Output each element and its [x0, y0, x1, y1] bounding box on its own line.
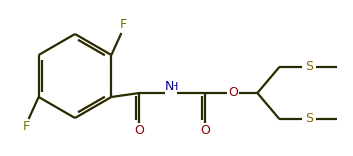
Text: S: S [305, 112, 313, 124]
Text: O: O [201, 124, 210, 137]
Text: N: N [165, 80, 174, 93]
Text: F: F [120, 19, 127, 32]
Text: O: O [228, 85, 238, 98]
Text: S: S [305, 59, 313, 73]
Text: F: F [23, 120, 30, 134]
Text: H: H [170, 82, 179, 92]
Text: O: O [134, 124, 144, 137]
